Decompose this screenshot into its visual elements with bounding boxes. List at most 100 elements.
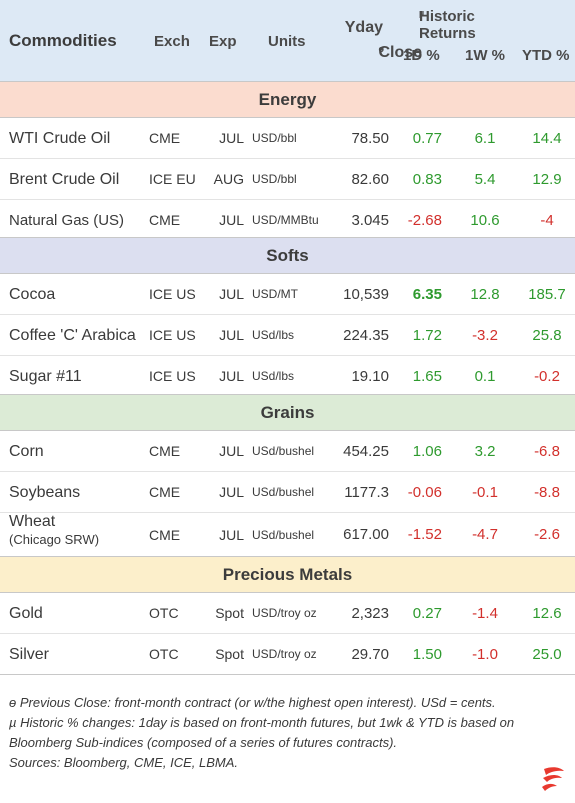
- table-row: Gold OTC Spot USD/troy oz 2,323 0.27 -1.…: [0, 593, 575, 634]
- exchange: CME: [149, 130, 181, 146]
- exchange: CME: [149, 443, 181, 459]
- yday-close: 617.00: [343, 526, 389, 543]
- commodity-name: Soybeans: [9, 484, 81, 501]
- flame-logo-icon: [542, 767, 564, 791]
- expiry: JUL: [219, 484, 244, 500]
- return-ytd: 25.0: [532, 646, 562, 663]
- return-1d: 1.72: [412, 327, 442, 344]
- return-1d: 0.83: [412, 171, 442, 188]
- historic-footnote: µ Historic % changes: 1day is based on f…: [9, 715, 515, 750]
- return-ytd: -4: [540, 212, 554, 229]
- column-header-close: Close ɵ: [378, 44, 423, 63]
- table-row: Corn CME JUL USd/bushel 454.25 1.06 3.2 …: [0, 431, 575, 472]
- expiry: JUL: [219, 368, 244, 384]
- footnotes: ɵ Previous Close: front-month contract (…: [9, 693, 569, 773]
- expiry: AUG: [213, 171, 244, 187]
- yday-close: 1177.3: [344, 484, 389, 501]
- return-1w: 0.1: [474, 368, 496, 385]
- column-header-exp: Exp: [209, 33, 237, 50]
- return-1d: 1.06: [412, 443, 442, 460]
- expiry: Spot: [215, 646, 244, 662]
- yday-close: 78.50: [351, 130, 389, 147]
- close-footnote-marker: ɵ: [378, 44, 385, 54]
- table-row: Soybeans CME JUL USd/bushel 1177.3 -0.06…: [0, 472, 575, 513]
- return-1d: 1.65: [412, 368, 442, 385]
- return-1w: -0.1: [472, 484, 498, 501]
- commodity-name: Wheat (Chicago SRW): [9, 513, 99, 549]
- return-1w: 6.1: [474, 130, 496, 147]
- column-header-exch: Exch: [154, 33, 190, 50]
- return-1w: 5.4: [474, 171, 496, 188]
- section-precious-metals: Precious Metals: [0, 556, 575, 593]
- return-ytd: -2.6: [534, 526, 560, 543]
- units: USD/bbl: [252, 172, 297, 186]
- commodity-name: WTI Crude Oil: [9, 130, 111, 147]
- exchange: ICE US: [149, 327, 196, 343]
- return-ytd: -0.2: [534, 368, 560, 385]
- column-header-yday: Yday: [344, 19, 383, 36]
- close-footnote: ɵ Previous Close: front-month contract (…: [9, 695, 496, 710]
- return-ytd: 185.7: [528, 286, 566, 303]
- table-header: Commodities Exch Exp Units Yday Close ɵ H…: [0, 0, 575, 81]
- exchange: CME: [149, 212, 181, 228]
- return-1w: 12.8: [470, 286, 500, 303]
- units: USD/troy oz: [252, 606, 317, 620]
- table-row: Cocoa ICE US JUL USD/MT 10,539 6.35 12.8…: [0, 274, 575, 315]
- return-1d: 0.27: [412, 605, 442, 622]
- units: USD/troy oz: [252, 647, 317, 661]
- units: USd/bushel: [252, 444, 315, 458]
- return-1w: -4.7: [472, 526, 498, 543]
- expiry: JUL: [219, 527, 244, 543]
- yday-close: 10,539: [343, 286, 389, 303]
- yday-close: 454.25: [343, 443, 389, 460]
- return-1w: 10.6: [470, 212, 500, 229]
- table-row: Brent Crude Oil ICE EU AUG USD/bbl 82.60…: [0, 159, 575, 200]
- section-energy: Energy: [0, 81, 575, 118]
- section-grains: Grains: [0, 394, 575, 431]
- exchange: CME: [149, 484, 181, 500]
- expiry: JUL: [219, 443, 244, 459]
- exchange: ICE US: [149, 368, 196, 384]
- commodity-name: Natural Gas (US): [9, 212, 125, 229]
- units: USd/lbs: [252, 328, 295, 342]
- section-softs: Softs: [0, 237, 575, 274]
- return-1d: 0.77: [412, 130, 442, 147]
- historic-footnote-marker: µ: [419, 8, 425, 18]
- units: USd/lbs: [252, 369, 295, 383]
- sources-note: Sources: Bloomberg, CME, ICE, LBMA.: [9, 755, 239, 770]
- yday-close: 19.10: [351, 368, 389, 385]
- yday-close: 224.35: [343, 327, 389, 344]
- table-row: Wheat (Chicago SRW) CME JUL USd/bushel 6…: [0, 513, 575, 557]
- column-header-ytd: YTD %: [522, 47, 570, 64]
- expiry: JUL: [219, 212, 244, 228]
- return-1d: 1.50: [412, 646, 442, 663]
- yday-close: 2,323: [351, 605, 389, 622]
- units: USD/MT: [252, 287, 298, 301]
- table-row: Coffee 'C' Arabica ICE US JUL USd/lbs 22…: [0, 315, 575, 356]
- commodity-name-sub: (Chicago SRW): [9, 532, 100, 547]
- column-header-1d: 1D %: [403, 47, 440, 64]
- historic-label: Historic Returns: [419, 8, 476, 42]
- yday-close: 3.045: [351, 212, 389, 229]
- return-1w: -1.0: [472, 646, 498, 663]
- expiry: Spot: [215, 605, 244, 621]
- return-1w: 3.2: [474, 443, 496, 460]
- table-title: Commodities: [9, 31, 117, 50]
- yday-close: 29.70: [351, 646, 389, 663]
- units: USd/bushel: [252, 528, 315, 542]
- yday-close: 82.60: [351, 171, 389, 188]
- column-header-1w: 1W %: [465, 47, 506, 64]
- commodity-name: Brent Crude Oil: [9, 171, 120, 188]
- return-1d: -1.52: [407, 526, 442, 543]
- units: USd/bushel: [252, 485, 315, 499]
- return-ytd: 14.4: [532, 130, 562, 147]
- commodity-name: Coffee 'C' Arabica: [9, 327, 136, 344]
- return-ytd: 12.6: [532, 605, 562, 622]
- expiry: JUL: [219, 286, 244, 302]
- exchange: CME: [149, 527, 181, 543]
- expiry: JUL: [219, 327, 244, 343]
- close-label: Close: [378, 44, 423, 61]
- commodity-name: Cocoa: [9, 286, 56, 303]
- table-row: Sugar #11 ICE US JUL USd/lbs 19.10 1.65 …: [0, 356, 575, 394]
- column-group-historic-returns: Historic Returns µ: [419, 8, 476, 42]
